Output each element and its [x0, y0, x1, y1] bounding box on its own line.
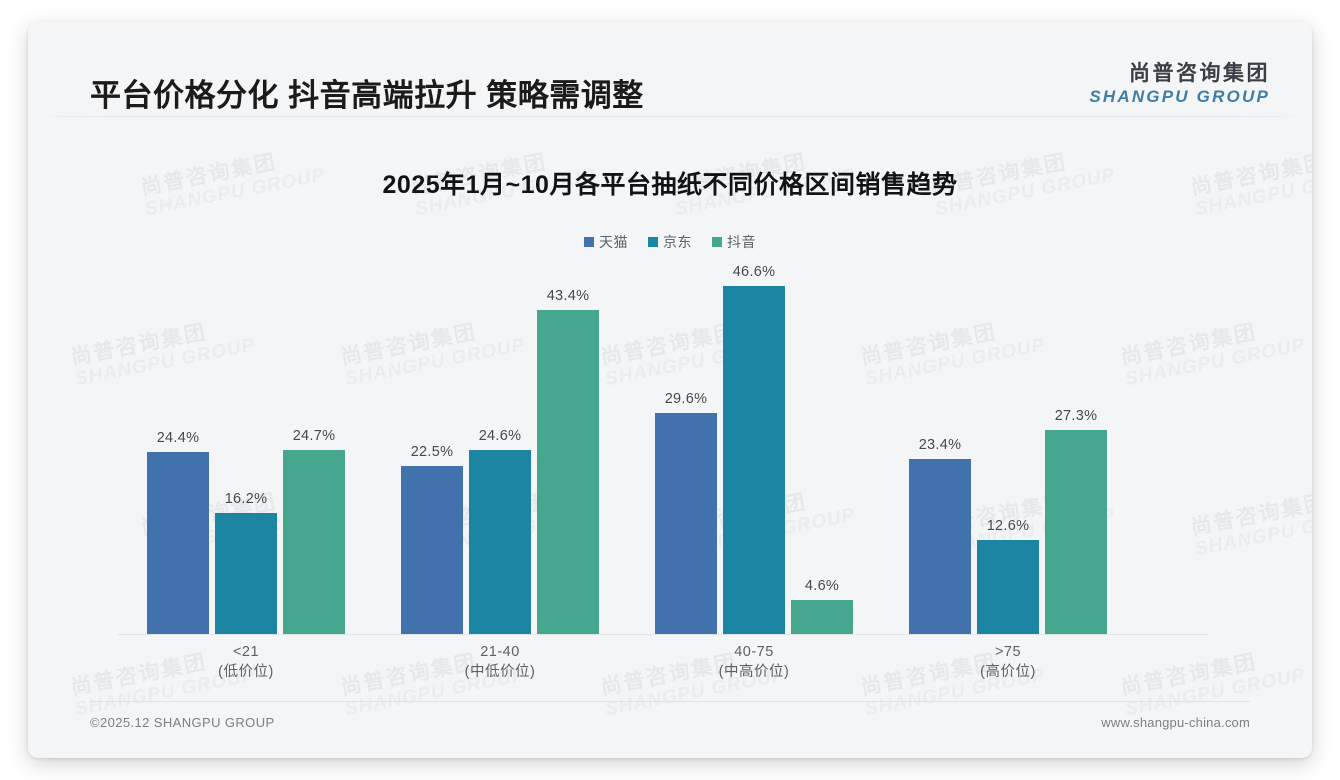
page-title: 平台价格分化 抖音高端拉升 策略需调整	[90, 78, 644, 113]
x-tick-sublabel: (低价位)	[218, 664, 274, 680]
x-tick->75: >75 (高价位)	[980, 642, 1036, 682]
x-tick-sublabel: (中低价位)	[464, 664, 536, 680]
bar-value-label: 24.7%	[292, 427, 336, 444]
bar-rect[interactable]	[977, 539, 1039, 634]
x-tick-range: >75	[994, 644, 1022, 660]
chart-title: 2025年1月~10月各平台抽纸不同价格区间销售趋势	[382, 171, 958, 199]
brand-name-cn: 尚普咨询集团	[1129, 62, 1270, 85]
brand-name-en: SHANGPU GROUP	[1089, 87, 1270, 107]
legend-swatch-icon	[712, 237, 722, 247]
footer-website: www.shangpu-china.com	[1101, 715, 1250, 730]
chart-baseline-axis	[118, 634, 1208, 635]
legend-swatch-icon	[648, 237, 658, 247]
bar-value-label: 23.4%	[918, 437, 962, 454]
bar-value-label: 22.5%	[410, 443, 454, 460]
x-tick-range: 21-40	[480, 644, 520, 660]
bar-rect[interactable]	[909, 459, 971, 634]
bar-天猫-<21[interactable]: 24.4%	[147, 262, 209, 634]
brand-logo: 尚普咨询集团 SHANGPU GROUP	[1089, 62, 1270, 107]
watermark-text-en: SHANGPU GROUP	[1193, 504, 1312, 561]
x-tick-range: 40-75	[734, 644, 774, 660]
bar-value-label: 46.6%	[732, 264, 776, 280]
bar-京东->75[interactable]: 12.6%	[977, 262, 1039, 634]
bar-抖音-<21[interactable]: 24.7%	[283, 262, 345, 634]
bar-京东-40-75[interactable]: 46.6%	[723, 262, 785, 634]
bar-rect[interactable]	[537, 309, 599, 634]
bar-value-label: 24.4%	[156, 429, 200, 446]
bar-rect[interactable]	[655, 412, 717, 634]
bar-京东-<21[interactable]: 16.2%	[215, 262, 277, 634]
bar-天猫->75[interactable]: 23.4%	[909, 262, 971, 634]
bar-天猫-40-75[interactable]: 29.6%	[655, 262, 717, 634]
bar-京东-21-40[interactable]: 24.6%	[469, 262, 531, 634]
legend-swatch-icon	[584, 237, 594, 247]
bar-value-label: 27.3%	[1054, 408, 1098, 425]
bar-天猫-21-40[interactable]: 22.5%	[401, 262, 463, 634]
legend-label: 京东	[663, 234, 692, 250]
bar-rect[interactable]	[791, 599, 853, 634]
bar-rect[interactable]	[723, 286, 785, 634]
chart-legend: 天猫 京东 抖音	[28, 232, 1312, 252]
bar-抖音-21-40[interactable]: 43.4%	[537, 262, 599, 634]
slide-card: 尚普咨询集团 SHANGPU GROUP 尚普咨询集团 SHANGPU GROUP 尚普…	[28, 22, 1312, 758]
bar-rect[interactable]	[215, 513, 277, 634]
bar-rect[interactable]	[1045, 430, 1107, 634]
bar-rect[interactable]	[401, 465, 463, 634]
bar-value-label: 16.2%	[224, 491, 268, 508]
bar-抖音->75[interactable]: 27.3%	[1045, 262, 1107, 634]
bar-抖音-40-75[interactable]: 4.6%	[791, 262, 853, 634]
legend-item-京东[interactable]: 京东	[648, 232, 692, 252]
x-tick-range: <21	[232, 644, 260, 660]
x-tick-sublabel: (中高价位)	[718, 664, 790, 680]
legend-item-抖音[interactable]: 抖音	[712, 232, 756, 252]
bar-rect[interactable]	[283, 449, 345, 634]
x-tick-sublabel: (高价位)	[980, 664, 1036, 680]
bar-value-label: 4.6%	[804, 577, 840, 594]
legend-label: 抖音	[727, 234, 756, 250]
bar-group-21-40: 22.5% 24.6% 43.4%	[390, 262, 610, 634]
bar-value-label: 24.6%	[478, 428, 522, 445]
footer-divider	[90, 701, 1250, 702]
bar-value-label: 43.4%	[546, 287, 590, 304]
legend-label: 天猫	[599, 234, 628, 250]
chart-x-axis-labels: <21 (低价位) 21-40 (中低价位) 40-75 (中高价位) >75 (高价位)	[118, 642, 1208, 700]
legend-item-天猫[interactable]: 天猫	[584, 232, 628, 252]
bar-group-<21: 24.4% 16.2% 24.7%	[136, 262, 356, 634]
bar-rect[interactable]	[147, 451, 209, 634]
chart-plot-area: 24.4% 16.2% 24.7% 22.5% 24.6% 43.4% 29.6% 46.6%…	[118, 262, 1208, 634]
bar-rect[interactable]	[469, 450, 531, 634]
bar-value-label: 12.6%	[986, 517, 1030, 534]
bar-value-label: 29.6%	[664, 390, 708, 407]
footer-copyright: ©2025.12 SHANGPU GROUP	[90, 715, 275, 730]
x-tick-21-40: 21-40 (中低价位)	[465, 642, 536, 682]
x-tick-40-75: 40-75 (中高价位)	[719, 642, 790, 682]
x-tick-<21: <21 (低价位)	[218, 642, 274, 682]
header-divider	[28, 116, 1312, 117]
bar-group->75: 23.4% 12.6% 27.3%	[898, 262, 1118, 634]
slide-header: 平台价格分化 抖音高端拉升 策略需调整 尚普咨询集团 SHANGPU GROUP	[28, 22, 1312, 113]
bar-group-40-75: 29.6% 46.6% 4.6%	[644, 262, 864, 634]
